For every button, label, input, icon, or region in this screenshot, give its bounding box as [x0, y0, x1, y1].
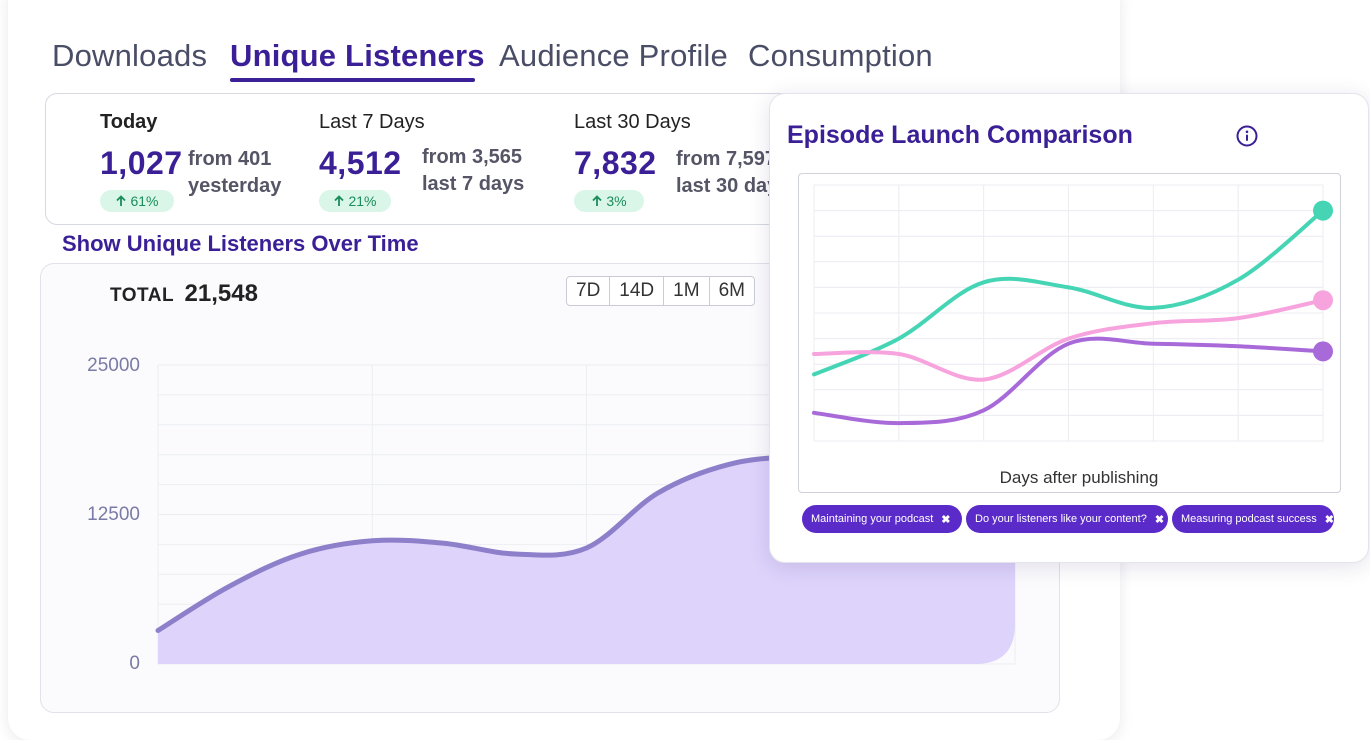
stat-30d-change-badge: 3%	[574, 190, 644, 212]
range-14d-button[interactable]: 14D	[610, 277, 664, 305]
range-1m-button[interactable]: 1M	[664, 277, 709, 305]
active-tab-underline	[230, 78, 475, 82]
series-end-marker	[1313, 201, 1333, 221]
stat-30d-change: 3%	[606, 193, 626, 209]
range-6m-button[interactable]: 6M	[710, 277, 754, 305]
close-icon[interactable]: ✖	[1325, 513, 1334, 526]
time-range-selector: 7D 14D 1M 6M	[566, 276, 755, 306]
chip-label: Measuring podcast success	[1181, 513, 1317, 525]
close-icon[interactable]: ✖	[941, 513, 950, 526]
chip-label: Maintaining your podcast	[811, 513, 933, 525]
stat-7d-change-badge: 21%	[319, 190, 391, 212]
close-icon[interactable]: ✖	[1155, 513, 1164, 526]
launch-comparison-title: Episode Launch Comparison	[787, 121, 1133, 150]
y-tick-label: 12500	[80, 504, 140, 526]
total-listeners: TOTAL 21,548	[110, 280, 258, 308]
series-end-marker	[1313, 341, 1333, 361]
total-label: TOTAL	[110, 285, 174, 306]
stat-7d-period: last 7 days	[422, 171, 524, 198]
arrow-up-icon	[115, 195, 127, 207]
stat-today-label: Today	[100, 111, 157, 134]
chip-label: Do your listeners like your content?	[975, 513, 1147, 525]
stat-7d-value: 4,512	[319, 145, 402, 182]
chip-maintaining-your-podcast[interactable]: Maintaining your podcast ✖	[802, 505, 962, 533]
info-circle-icon[interactable]	[1236, 125, 1258, 147]
chip-measuring-podcast-success[interactable]: Measuring podcast success ✖	[1172, 505, 1334, 533]
stat-7d-from: from 3,565	[422, 144, 524, 171]
tab-audience-profile[interactable]: Audience Profile	[499, 38, 728, 74]
stat-30d-value: 7,832	[574, 145, 657, 182]
arrow-up-icon	[333, 195, 345, 207]
total-value: 21,548	[185, 280, 258, 307]
arrow-up-icon	[591, 195, 603, 207]
stat-today-period: yesterday	[188, 173, 281, 200]
stat-7d-label: Last 7 Days	[319, 111, 425, 134]
stat-today-change: 61%	[130, 193, 158, 209]
launch-comparison-line-chart	[798, 173, 1360, 468]
stat-today-from: from 401	[188, 146, 281, 173]
stat-today-value: 1,027	[100, 145, 183, 182]
stat-today-change-badge: 61%	[100, 190, 174, 212]
launch-x-axis-label: Days after publishing	[798, 468, 1360, 488]
tab-downloads[interactable]: Downloads	[52, 38, 207, 74]
stat-7d-change: 21%	[348, 193, 376, 209]
stat-30d-label: Last 30 Days	[574, 111, 691, 134]
tab-consumption[interactable]: Consumption	[748, 38, 933, 74]
series-end-marker	[1313, 290, 1333, 310]
chip-do-your-listeners-like-your-content[interactable]: Do your listeners like your content? ✖	[966, 505, 1168, 533]
stat-today-comparison: from 401 yesterday	[188, 146, 281, 200]
range-7d-button[interactable]: 7D	[567, 277, 610, 305]
stat-7d-comparison: from 3,565 last 7 days	[422, 144, 524, 198]
chart-heading: Show Unique Listeners Over Time	[62, 231, 419, 257]
tab-unique-listeners[interactable]: Unique Listeners	[230, 38, 485, 74]
y-tick-label: 0	[80, 653, 140, 675]
y-tick-label: 25000	[80, 355, 140, 377]
